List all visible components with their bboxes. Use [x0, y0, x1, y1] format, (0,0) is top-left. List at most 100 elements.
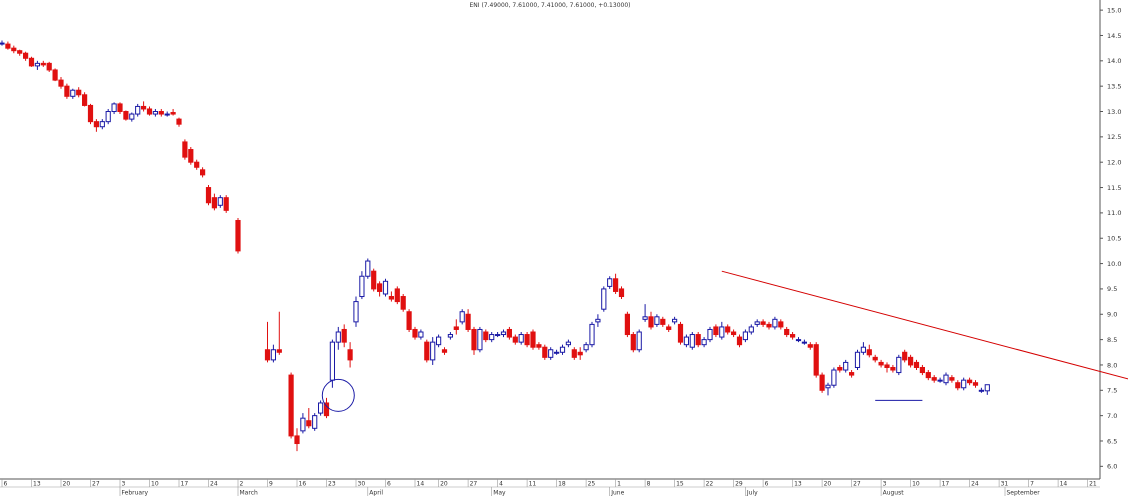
annotations	[321, 270, 1128, 412]
candle-body	[654, 316, 660, 325]
candle-body	[748, 326, 754, 333]
candle-body	[548, 349, 554, 358]
x-tick-label: 23	[328, 481, 336, 488]
candle-body	[872, 356, 878, 361]
x-tick-label: 9	[269, 481, 273, 488]
x-tick-label: 29	[735, 481, 743, 488]
candle-body	[117, 103, 123, 113]
candle-body	[518, 334, 524, 343]
y-tick-label: 12.0	[1107, 159, 1121, 167]
x-tick-label: 30	[358, 481, 366, 488]
candle-body	[784, 328, 790, 336]
x-tick-label: 7	[1030, 481, 1034, 488]
candle-body	[707, 328, 713, 341]
candle-body	[943, 374, 949, 384]
candle-body	[312, 415, 318, 429]
candle-body	[436, 336, 442, 346]
candle-body	[854, 351, 861, 368]
x-tick-label: 31	[1001, 481, 1009, 488]
candle-body	[170, 112, 176, 115]
candle-body	[955, 382, 961, 389]
candle-body	[424, 341, 430, 361]
candle-body	[400, 296, 406, 310]
candle-body	[984, 384, 990, 392]
candle-body	[683, 336, 689, 346]
candle-body	[536, 344, 542, 348]
month-label: June	[610, 490, 624, 497]
candle-body	[318, 402, 324, 414]
x-tick-label: 17	[942, 481, 950, 488]
candle-body	[382, 280, 389, 295]
candle-body	[554, 351, 560, 354]
candle-body	[813, 344, 819, 376]
candle-body	[719, 326, 725, 338]
candle-body	[831, 369, 837, 386]
candle-body	[205, 187, 212, 204]
candle-body	[430, 341, 436, 361]
candle-body	[64, 85, 70, 97]
candle-body	[660, 318, 666, 325]
candle-body	[176, 118, 182, 125]
candle-body	[778, 321, 784, 328]
x-tick-label: 24	[971, 481, 979, 488]
candle-body	[52, 69, 58, 81]
x-tick-label: 3	[883, 481, 887, 488]
candle-body	[182, 141, 188, 158]
candle-body	[701, 339, 707, 346]
candle-body	[866, 349, 872, 356]
x-tick-label: 13	[794, 481, 802, 488]
y-tick-label: 8.5	[1107, 336, 1117, 344]
candle-body	[672, 318, 678, 323]
y-tick-label: 8.0	[1107, 361, 1117, 369]
month-label: March	[240, 490, 258, 497]
candle-body	[961, 379, 967, 389]
month-label: July	[746, 490, 758, 497]
candle-body	[949, 377, 955, 381]
candle-body	[589, 323, 595, 346]
candle-body	[453, 326, 459, 330]
candle-body	[512, 336, 518, 343]
candle-body	[919, 366, 925, 374]
candle-body	[371, 270, 377, 290]
candle-body	[11, 47, 17, 52]
candle-body	[87, 104, 94, 123]
candle-body	[601, 288, 607, 310]
candle-body	[329, 341, 335, 381]
candle-body	[648, 316, 654, 328]
candle-body	[129, 113, 135, 120]
month-label: April	[369, 490, 383, 497]
y-tick-label: 12.5	[1107, 133, 1121, 141]
x-tick-label: 24	[210, 481, 218, 488]
candles	[0, 40, 990, 452]
candle-body	[843, 361, 849, 371]
candle-body	[530, 331, 536, 348]
candle-body	[577, 351, 583, 356]
month-label: February	[122, 490, 149, 497]
candle-body	[211, 197, 218, 209]
candle-body	[500, 331, 507, 336]
candle-body	[666, 326, 672, 330]
x-tick-label: 13	[33, 481, 41, 488]
candle-body	[819, 374, 825, 391]
x-tick-label: 18	[558, 481, 566, 488]
candle-body	[58, 79, 64, 87]
candle-body	[146, 108, 153, 115]
candle-body	[347, 349, 353, 361]
candle-body	[471, 328, 477, 351]
candle-body	[412, 328, 418, 338]
candle-body	[418, 331, 424, 338]
x-tick-label: 1	[617, 481, 621, 488]
y-tick-label: 10.0	[1107, 260, 1121, 268]
candle-body	[93, 121, 100, 128]
x-tick-label: 6	[4, 481, 8, 488]
candle-body	[483, 331, 489, 341]
candle-body	[565, 341, 571, 346]
candle-body	[306, 420, 312, 427]
candle-body	[937, 379, 943, 382]
candle-body	[288, 374, 294, 437]
candle-body	[795, 339, 802, 342]
candle-body	[642, 316, 648, 320]
candle-body	[0, 42, 5, 45]
